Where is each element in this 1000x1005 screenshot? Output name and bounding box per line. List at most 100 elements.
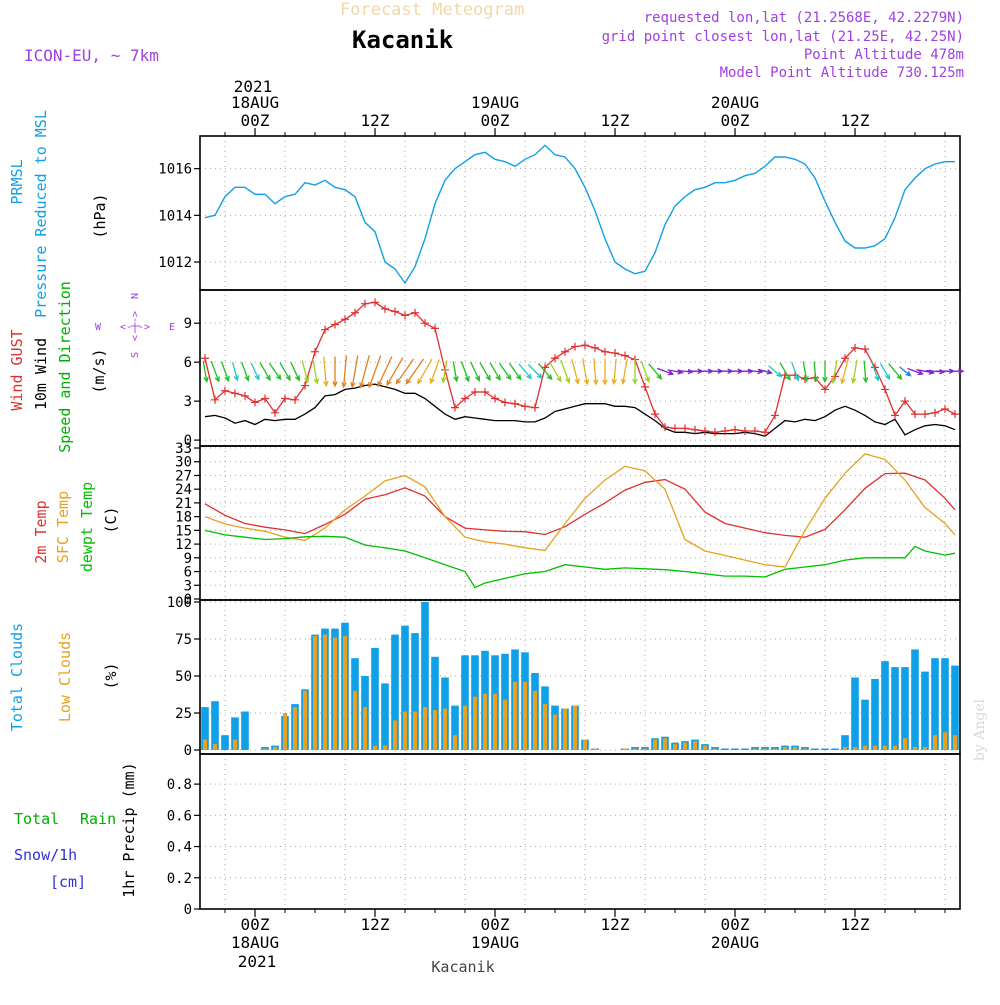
- temp-series-2m-temp: [204, 472, 956, 538]
- gust-marker: [691, 425, 699, 434]
- gust-marker: [351, 308, 359, 317]
- gust-marker: [531, 403, 539, 412]
- low-cloud-bar: [893, 745, 897, 750]
- low-cloud-bar: [683, 742, 687, 750]
- cloud-bars: [201, 602, 959, 750]
- wind-panel: 0 3 6 9 Wind GUST 10m Wind Speed and Direct…: [8, 281, 965, 453]
- footer-location: Kacanik: [431, 958, 494, 976]
- low-cloud-bar: [283, 713, 287, 750]
- low-cloud-bar: [923, 747, 927, 750]
- wind-arrow: [830, 359, 838, 385]
- wind-arrow: [840, 359, 849, 385]
- gust-marker: [511, 399, 519, 408]
- wind-arrow: [850, 359, 858, 385]
- low-cloud-bar: [303, 690, 307, 750]
- y-tick-label-temperature: 6: [184, 565, 192, 581]
- wind-arrow: [290, 361, 300, 382]
- gust-marker: [661, 423, 669, 432]
- top-time-label: 00Z: [481, 111, 510, 130]
- low-cloud-bar: [783, 747, 787, 750]
- wind-arrow: [210, 360, 220, 383]
- low-cloud-bar: [843, 747, 847, 750]
- y-tick-label-pressure: 1016: [158, 162, 192, 178]
- wind-arrow: [332, 356, 338, 388]
- wind-arrow: [899, 366, 912, 377]
- y-tick-label-pressure: 1014: [158, 208, 192, 224]
- wind-arrow: [593, 358, 599, 386]
- total-cloud-bar: [811, 748, 819, 750]
- wind-arrow: [888, 363, 903, 381]
- y-tick-label-temperature: 33: [175, 441, 192, 457]
- gust-marker: [571, 342, 579, 351]
- low-cloud-bar: [953, 735, 957, 750]
- wind-arrow: [632, 359, 638, 385]
- bottom-time-label: 12Z: [361, 915, 390, 934]
- gust-marker: [451, 403, 459, 412]
- gust-marker: [491, 394, 499, 403]
- gust-marker: [861, 345, 869, 354]
- credit-watermark: by Angel: [972, 698, 988, 761]
- low-cloud-bar: [363, 707, 367, 750]
- model-altitude: Model Point Altitude 730.125m: [720, 65, 964, 81]
- y-tick-label-wind: 0: [184, 433, 192, 449]
- low-cloud-bar: [493, 693, 497, 750]
- wind-arrow: [812, 361, 819, 383]
- y-tick-label-temperature: 21: [175, 496, 192, 512]
- total-cloud-bar: [211, 701, 219, 750]
- gust-marker: [771, 411, 779, 420]
- gust-marker: [241, 391, 249, 400]
- low-cloud-bar: [703, 745, 707, 750]
- wind-arrow: [537, 362, 553, 381]
- gust-marker: [911, 410, 919, 419]
- compass-east: E: [169, 322, 175, 333]
- low-cloud-bar: [443, 708, 447, 750]
- low-cloud-bar: [413, 711, 417, 750]
- gust-marker: [611, 349, 619, 358]
- wind-arrow: [548, 360, 562, 383]
- low-cloud-bar: [453, 735, 457, 750]
- gust-marker: [211, 395, 219, 404]
- wind-arrow: [758, 368, 773, 375]
- bottom-time-label: 12Z: [841, 915, 870, 934]
- low-cloud-bar: [673, 744, 677, 750]
- wind-arrow: [312, 359, 320, 385]
- top-time-label: 12Z: [841, 111, 870, 130]
- low-cloud-bar: [873, 745, 877, 750]
- location-title: Kacanik: [352, 26, 454, 54]
- y-tick-label-precip: 0.6: [167, 808, 192, 824]
- wind-arrow: [498, 362, 512, 381]
- gust-marker: [651, 410, 659, 419]
- total-cloud-bar: [831, 748, 839, 750]
- precip-label-total: Total: [14, 810, 59, 828]
- top-time-label: 18AUG: [231, 93, 279, 112]
- gust-marker: [341, 315, 349, 324]
- y-tick-label-precip: 0.2: [167, 871, 192, 887]
- y-tick-label-temperature: 3: [184, 578, 192, 594]
- low-cloud-bar: [663, 738, 667, 750]
- low-cloud-bar: [533, 690, 537, 750]
- wind-arrow: [508, 362, 522, 381]
- wind-arrow: [231, 362, 239, 382]
- total-cloud-bar: [871, 679, 879, 750]
- gust-marker: [331, 320, 339, 329]
- y-tick-label-clouds: 25: [175, 706, 192, 722]
- low-cloud-bar: [573, 705, 577, 750]
- top-time-label: 00Z: [241, 111, 270, 130]
- gust-marker: [371, 298, 379, 307]
- y-tick-label-temperature: 30: [175, 455, 192, 471]
- wind-label-direction: Speed and Direction: [56, 281, 74, 453]
- top-time-label: 12Z: [601, 111, 630, 130]
- gust-marker: [401, 311, 409, 320]
- temperature-series: [204, 453, 956, 589]
- low-cloud-bar: [433, 710, 437, 750]
- low-cloud-bar: [933, 735, 937, 750]
- bottom-time-label: 00Z: [481, 915, 510, 934]
- gust-marker: [601, 347, 609, 356]
- bottom-time-label: 20AUG: [711, 933, 759, 952]
- wind-gust-line: [204, 301, 956, 433]
- pressure-y-ticks: 1012 1014 1016: [158, 162, 200, 271]
- wind-label-gust: Wind GUST: [8, 329, 26, 410]
- wind-arrow: [560, 359, 571, 384]
- low-cloud-bar: [483, 693, 487, 750]
